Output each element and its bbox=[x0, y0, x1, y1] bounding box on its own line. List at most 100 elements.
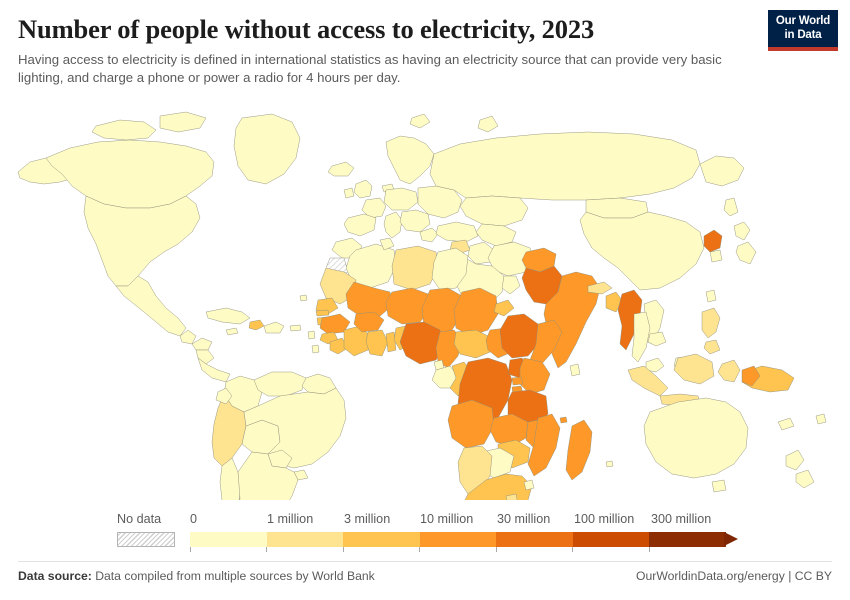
country-thailand[interactable] bbox=[632, 312, 650, 362]
country-comoros[interactable] bbox=[560, 417, 567, 423]
owid-logo[interactable]: Our World in Data bbox=[768, 10, 838, 51]
country-north-korea[interactable] bbox=[704, 230, 722, 252]
country-costa-rica-panama[interactable] bbox=[198, 358, 230, 382]
legend-bin-4[interactable] bbox=[496, 532, 573, 547]
country-philippines[interactable] bbox=[702, 308, 720, 354]
country-chile[interactable] bbox=[220, 458, 240, 500]
country-chad[interactable] bbox=[422, 288, 462, 334]
country-japan[interactable] bbox=[734, 222, 756, 264]
country-haiti[interactable] bbox=[249, 320, 264, 330]
country-dominican-republic[interactable] bbox=[264, 322, 284, 333]
country-tasmania[interactable] bbox=[712, 480, 726, 492]
legend-bin-6[interactable] bbox=[649, 532, 727, 547]
country-south-korea[interactable] bbox=[710, 250, 722, 262]
country-germany-poland[interactable] bbox=[384, 188, 418, 210]
country-taiwan[interactable] bbox=[706, 290, 716, 302]
country-south-africa[interactable] bbox=[464, 474, 532, 500]
country-nicaragua[interactable] bbox=[196, 350, 214, 364]
country-sudan[interactable] bbox=[454, 288, 498, 336]
country-ethiopia[interactable] bbox=[500, 314, 540, 358]
country-cambodia[interactable] bbox=[648, 332, 666, 346]
country-nigeria[interactable] bbox=[400, 322, 444, 364]
country-kazakhstan[interactable] bbox=[460, 196, 528, 226]
legend-bin-2[interactable] bbox=[343, 532, 420, 547]
country-eswatini[interactable] bbox=[524, 480, 534, 490]
country-somalia[interactable] bbox=[530, 320, 562, 366]
attribution-link[interactable]: OurWorldinData.org/energy | CC BY bbox=[636, 569, 832, 583]
country-togo[interactable] bbox=[386, 332, 396, 352]
country-greece[interactable] bbox=[420, 228, 438, 242]
country-mauritius[interactable] bbox=[606, 461, 613, 467]
country-rwanda[interactable] bbox=[512, 377, 523, 385]
legend-bin-1[interactable] bbox=[266, 532, 344, 547]
country-brazil[interactable] bbox=[244, 388, 346, 468]
country-egypt[interactable] bbox=[432, 248, 468, 290]
country-lesotho[interactable] bbox=[506, 494, 518, 500]
country-canada[interactable] bbox=[46, 140, 214, 208]
legend-bin-5[interactable] bbox=[572, 532, 650, 547]
country-italy[interactable] bbox=[384, 212, 402, 238]
country-puerto-rico[interactable] bbox=[290, 325, 301, 331]
country-ecuador[interactable] bbox=[216, 388, 232, 404]
country-liberia[interactable] bbox=[330, 338, 348, 354]
country-new-caledonia[interactable] bbox=[778, 418, 794, 430]
country-mexico[interactable] bbox=[116, 276, 186, 336]
country-turkey[interactable] bbox=[436, 222, 478, 242]
country-fiji[interactable] bbox=[816, 414, 826, 424]
country-myanmar[interactable] bbox=[618, 290, 642, 350]
country-jamaica[interactable] bbox=[226, 328, 238, 335]
country-honduras[interactable] bbox=[192, 338, 212, 350]
country-indonesia-borneo[interactable] bbox=[674, 354, 714, 384]
country-indonesia-sulawesi[interactable] bbox=[718, 360, 740, 382]
country-norway-sweden-finland[interactable] bbox=[386, 136, 434, 184]
country-russia[interactable] bbox=[430, 132, 700, 200]
country-ghana[interactable] bbox=[366, 330, 388, 356]
country-china[interactable] bbox=[580, 212, 704, 290]
country-venezuela[interactable] bbox=[254, 372, 306, 396]
country-central-african-republic[interactable] bbox=[454, 330, 492, 358]
legend-color-ramp[interactable] bbox=[190, 532, 742, 552]
country-canada-arctic-1[interactable] bbox=[92, 120, 156, 140]
country-mozambique[interactable] bbox=[528, 414, 560, 476]
country-guatemala[interactable] bbox=[180, 330, 196, 344]
country-novaya-zemlya[interactable] bbox=[478, 116, 498, 132]
country-sakhalin[interactable] bbox=[724, 198, 738, 216]
country-argentina[interactable] bbox=[238, 452, 298, 500]
country-indonesia-sumatra[interactable] bbox=[628, 366, 668, 396]
country-burkina-faso[interactable] bbox=[354, 312, 384, 332]
country-russia-far-east[interactable] bbox=[700, 156, 744, 186]
country-greenland[interactable] bbox=[234, 114, 300, 184]
country-madagascar[interactable] bbox=[566, 420, 592, 480]
country-nepal[interactable] bbox=[588, 282, 612, 294]
country-iceland[interactable] bbox=[328, 162, 354, 176]
country-gambia[interactable] bbox=[316, 310, 329, 316]
country-senegal[interactable] bbox=[316, 298, 338, 314]
legend-no-data-swatch[interactable] bbox=[117, 532, 175, 547]
country-france[interactable] bbox=[362, 198, 386, 218]
country-eritrea[interactable] bbox=[494, 300, 514, 316]
country-sri-lanka[interactable] bbox=[570, 364, 580, 376]
country-oman[interactable] bbox=[502, 276, 520, 294]
country-papua-west[interactable] bbox=[742, 366, 760, 386]
country-kenya[interactable] bbox=[520, 358, 550, 394]
country-svalbard[interactable] bbox=[410, 114, 430, 128]
chart-header: Number of people without access to elect… bbox=[18, 14, 758, 86]
country-cape-verde[interactable] bbox=[300, 295, 307, 301]
world-choropleth-map[interactable] bbox=[0, 100, 850, 500]
country-lesser-antilles[interactable] bbox=[308, 331, 319, 353]
country-canada-arctic-2[interactable] bbox=[160, 112, 206, 132]
country-libya[interactable] bbox=[392, 246, 438, 290]
country-australia[interactable] bbox=[644, 398, 748, 478]
country-spain-portugal[interactable] bbox=[344, 214, 376, 236]
country-balkans[interactable] bbox=[400, 210, 430, 232]
country-niger[interactable] bbox=[386, 288, 430, 324]
country-cuba[interactable] bbox=[206, 308, 250, 324]
country-uk-ireland[interactable] bbox=[344, 180, 372, 198]
country-united-states[interactable] bbox=[84, 196, 200, 286]
legend-bin-3[interactable] bbox=[419, 532, 497, 547]
country-tunisia[interactable] bbox=[380, 238, 394, 250]
country-new-zealand[interactable] bbox=[786, 450, 814, 488]
legend-bin-0[interactable] bbox=[190, 532, 267, 547]
country-angola[interactable] bbox=[448, 400, 494, 448]
country-mali[interactable] bbox=[346, 282, 392, 316]
